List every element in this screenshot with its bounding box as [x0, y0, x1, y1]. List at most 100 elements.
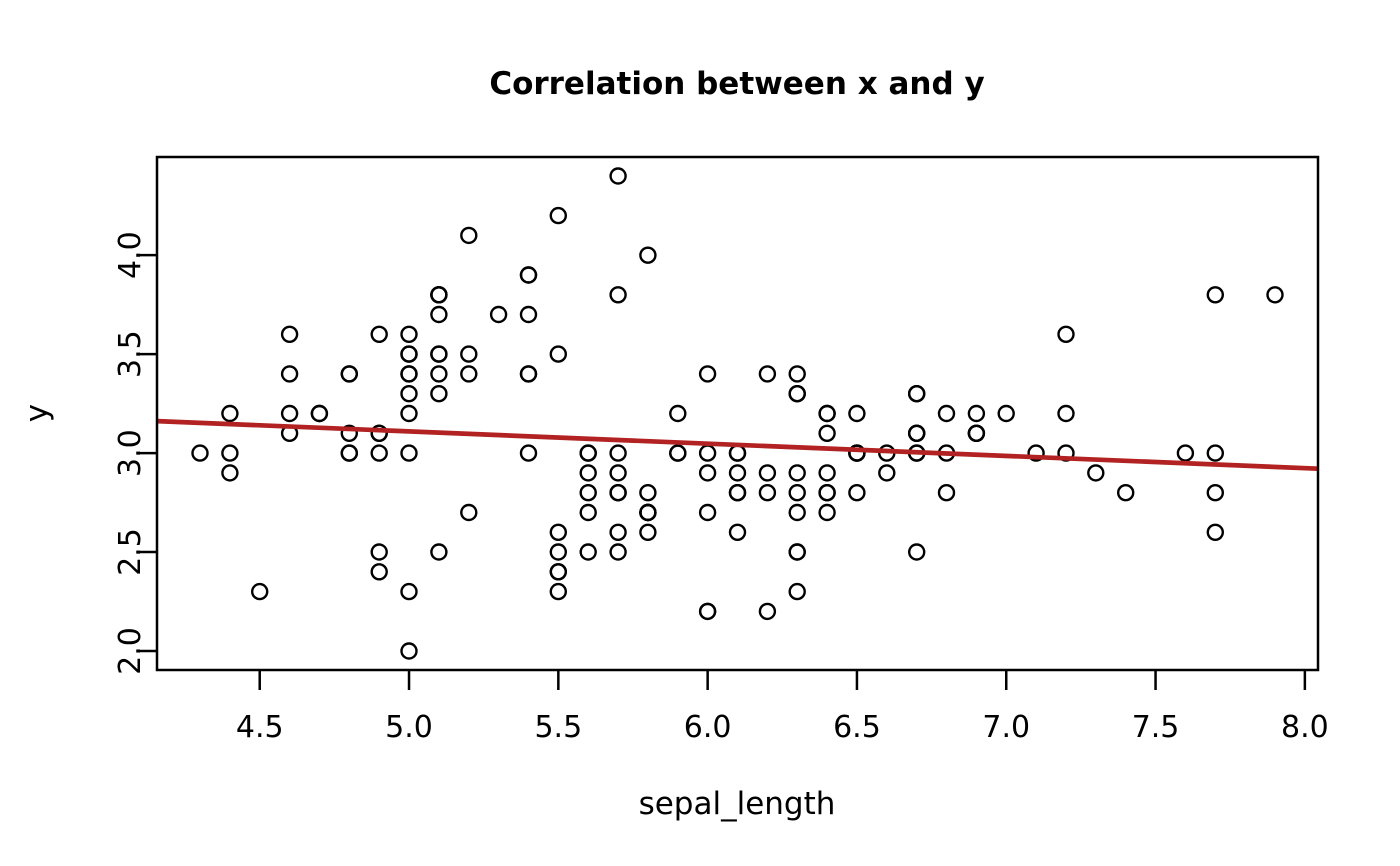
data-point [788, 365, 806, 383]
data-point [549, 206, 567, 225]
data-point [549, 563, 567, 581]
data-point [191, 444, 209, 462]
y-tick-label: 4.0 [113, 231, 148, 279]
data-point [609, 543, 627, 561]
y-tick-label: 2.0 [113, 627, 148, 675]
data-point [818, 464, 836, 482]
data-point [698, 365, 717, 383]
data-point [460, 365, 478, 383]
y-tick-label: 3.0 [113, 429, 148, 477]
data-point [1266, 286, 1284, 304]
data-point [1206, 484, 1225, 502]
data-point [280, 365, 299, 383]
y-axis-ticks: 2.0 2.5 3.0 3.5 4.0 [113, 231, 157, 675]
data-point [609, 523, 627, 541]
data-point [519, 266, 538, 284]
data-point [370, 543, 388, 561]
data-point [460, 503, 478, 522]
data-point [1206, 444, 1225, 462]
x-tick-label: 4.5 [236, 710, 284, 745]
data-point [698, 602, 717, 621]
data-point [1087, 464, 1105, 482]
data-point [280, 404, 299, 423]
data-point [818, 503, 836, 522]
data-points [191, 167, 1284, 660]
data-point [1206, 286, 1225, 304]
data-point [579, 543, 597, 561]
data-point [1206, 523, 1225, 541]
data-point [519, 444, 538, 462]
data-point [698, 464, 717, 482]
data-point [370, 424, 388, 442]
data-point [400, 325, 418, 343]
data-point [758, 464, 777, 482]
data-point [788, 464, 806, 482]
data-point [1176, 444, 1195, 462]
data-point [639, 503, 657, 522]
data-point [251, 582, 269, 601]
data-point [758, 602, 777, 621]
data-point [1027, 444, 1045, 462]
data-point [519, 365, 538, 383]
data-point [788, 543, 806, 561]
data-point [430, 543, 448, 561]
x-tick-label: 7.5 [1132, 710, 1180, 745]
x-axis-label: sepal_length [639, 786, 836, 822]
data-point [937, 404, 956, 423]
data-point [310, 404, 329, 423]
data-point [549, 523, 567, 541]
data-point [579, 503, 597, 522]
data-point [579, 444, 597, 462]
data-point [698, 444, 717, 462]
data-point [340, 424, 358, 442]
regression-line [156, 418, 1319, 472]
data-point [669, 444, 687, 462]
data-point [758, 365, 777, 383]
data-point [639, 246, 657, 264]
data-point [1116, 484, 1135, 502]
y-tick-label: 2.5 [113, 528, 148, 576]
data-point [549, 345, 567, 363]
data-point [728, 484, 747, 502]
data-point [280, 325, 299, 343]
data-point [400, 404, 418, 423]
data-point [937, 484, 956, 502]
x-tick-label: 8.0 [1281, 710, 1329, 745]
x-tick-label: 5.0 [385, 710, 433, 745]
data-point [460, 345, 478, 363]
data-point [639, 484, 657, 502]
data-point [908, 424, 926, 442]
data-point [400, 385, 418, 403]
data-point [430, 365, 448, 383]
chart-title: Correlation between x and y [489, 66, 984, 102]
data-point [908, 543, 926, 561]
data-point [430, 305, 448, 324]
data-point [460, 226, 478, 245]
data-point [340, 444, 358, 462]
data-point [400, 345, 418, 363]
data-point [489, 305, 508, 324]
data-point [549, 543, 567, 561]
data-point [430, 385, 448, 403]
data-point [340, 365, 358, 383]
y-tick-label: 3.5 [113, 330, 148, 378]
data-point [549, 582, 567, 601]
data-point [908, 385, 926, 403]
data-point [818, 484, 836, 502]
data-point [609, 484, 627, 502]
data-point [370, 325, 388, 343]
data-point [997, 404, 1015, 423]
data-point [400, 582, 418, 601]
data-point [400, 365, 418, 383]
data-point [669, 404, 687, 423]
x-tick-label: 6.0 [684, 710, 732, 745]
data-point [1057, 404, 1075, 423]
data-point [728, 464, 747, 482]
data-point [609, 167, 627, 185]
data-point [878, 464, 896, 482]
data-point [788, 582, 806, 601]
data-point [1057, 325, 1075, 343]
data-point [221, 444, 239, 462]
